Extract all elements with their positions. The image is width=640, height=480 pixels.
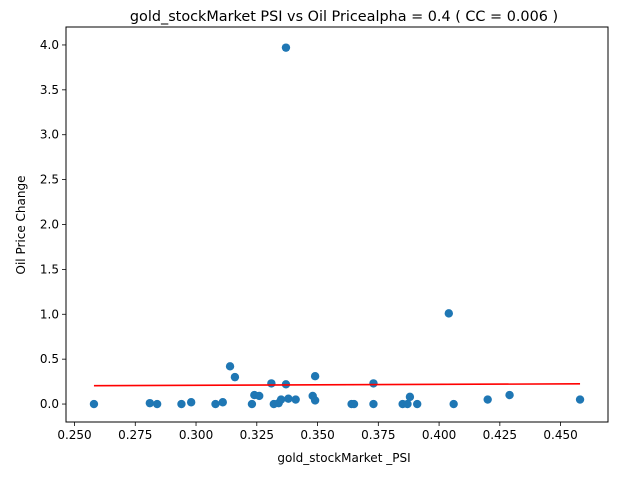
data-point: [449, 399, 458, 409]
plot-area: [89, 43, 585, 409]
data-point: [413, 399, 422, 409]
regression-line: [93, 383, 581, 387]
data-point: [186, 398, 196, 407]
y-tick-label: 1.5: [40, 262, 59, 276]
y-axis-label: Oil Price Change: [14, 176, 28, 275]
data-point: [89, 399, 99, 409]
data-point: [310, 396, 320, 405]
data-point: [267, 379, 276, 388]
y-tick-label: 0.0: [40, 397, 59, 411]
data-point: [483, 395, 492, 404]
y-tick-label: 3.5: [40, 83, 59, 97]
x-tick-label: 0.450: [543, 428, 577, 442]
chart-title: gold_stockMarket PSI vs Oil Pricealpha =…: [130, 9, 558, 25]
x-axis-label: gold_stockMarket _PSI: [277, 451, 410, 465]
data-point: [177, 399, 186, 409]
data-point: [281, 43, 291, 52]
data-point: [505, 390, 514, 400]
data-point: [369, 399, 378, 409]
data-point: [230, 372, 240, 382]
data-point: [310, 372, 320, 381]
y-tick-label: 0.5: [40, 352, 59, 366]
x-tick-label: 0.325: [240, 428, 274, 442]
data-point: [211, 399, 220, 409]
x-tick-label: 0.375: [361, 428, 395, 442]
x-tick-label: 0.275: [118, 428, 152, 442]
y-tick-label: 1.0: [40, 307, 59, 321]
data-point: [284, 394, 293, 403]
data-point: [276, 395, 286, 404]
x-tick-label: 0.425: [483, 428, 517, 442]
y-tick-label: 3.0: [40, 128, 59, 142]
x-axis-ticks: 0.250 0.275 0.300 0.325 0.350 0.375 0.400 0.425…: [57, 422, 578, 442]
y-tick-label: 4.0: [40, 38, 59, 52]
x-tick-label: 0.250: [57, 428, 91, 442]
data-point: [218, 398, 227, 407]
data-point: [291, 395, 300, 404]
data-point: [369, 379, 378, 388]
y-axis-ticks: 0.0 0.5 1.0 1.5 2.0 2.5 3.0 3.5 4.0: [40, 38, 66, 411]
data-point: [152, 399, 162, 409]
x-tick-label: 0.350: [300, 428, 334, 442]
y-tick-label: 2.0: [40, 218, 59, 232]
data-point: [444, 309, 454, 318]
data-point: [405, 392, 415, 402]
data-point: [349, 399, 359, 409]
data-point: [225, 362, 235, 371]
x-tick-label: 0.400: [422, 428, 456, 442]
data-point: [247, 399, 257, 409]
data-point: [145, 398, 155, 408]
data-point: [403, 399, 412, 409]
data-point: [255, 391, 264, 401]
data-point: [575, 395, 585, 404]
x-tick-label: 0.300: [179, 428, 213, 442]
y-tick-label: 2.5: [40, 173, 59, 187]
